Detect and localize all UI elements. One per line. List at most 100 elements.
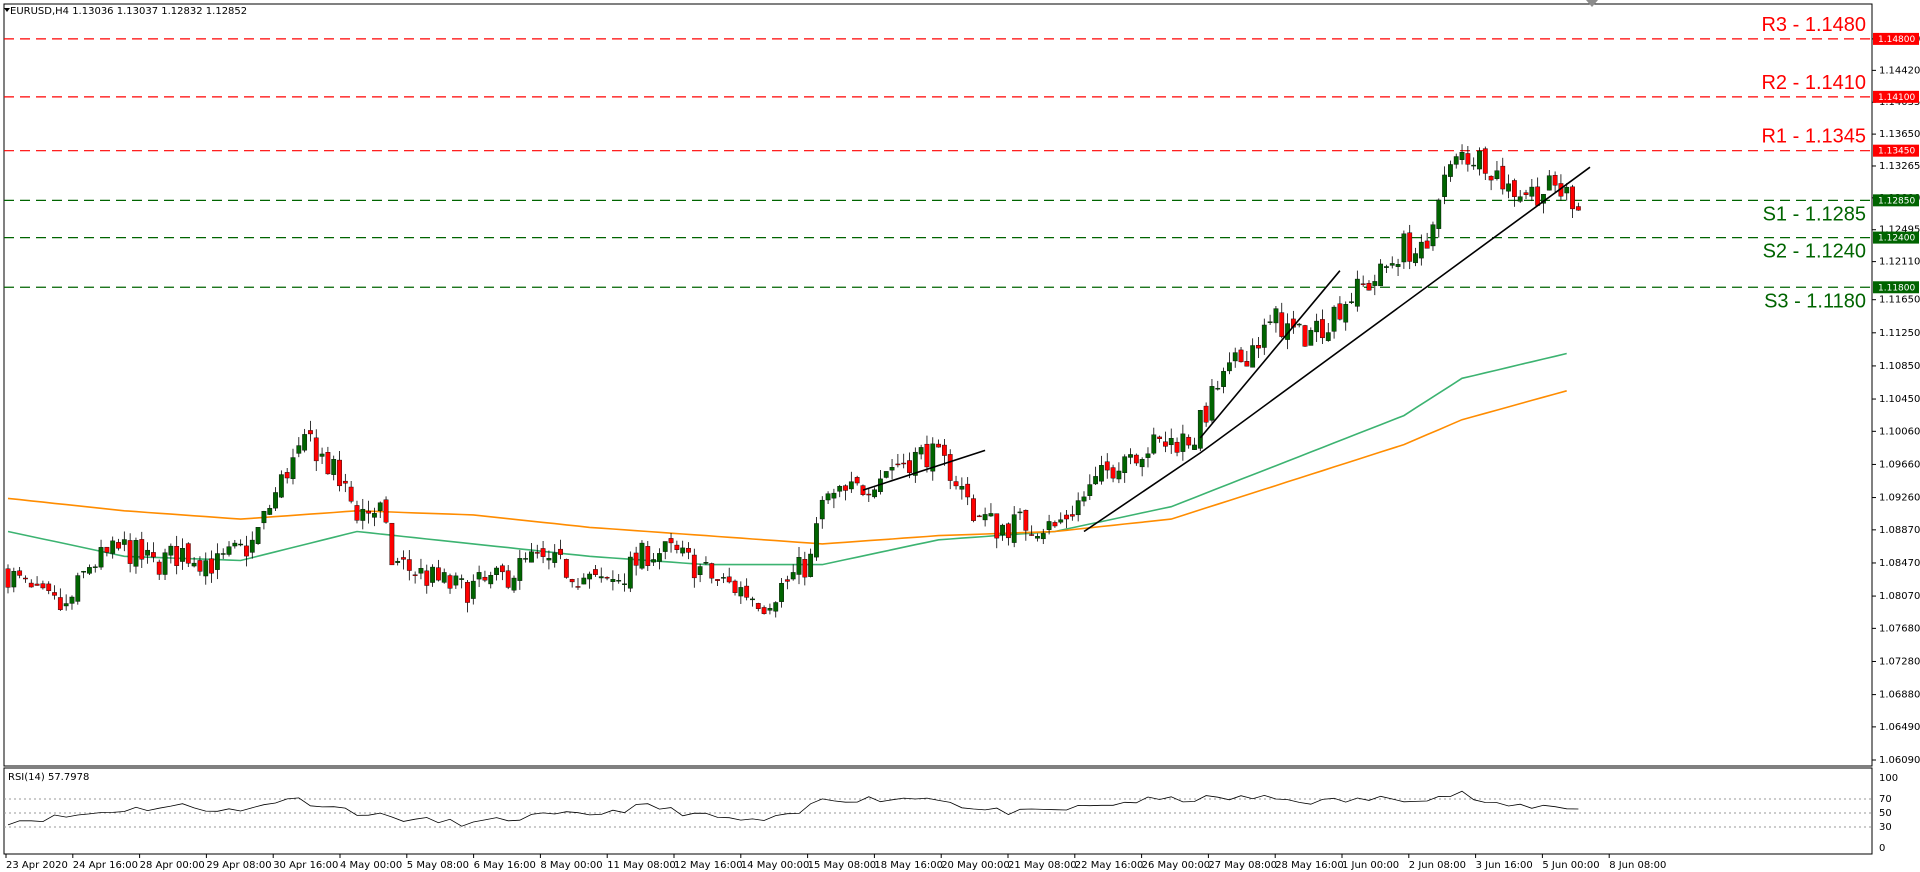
candle-bear: [965, 483, 971, 498]
price-tick-label: 1.07680: [1879, 623, 1920, 634]
candle-bull: [145, 549, 150, 556]
candle-bull: [1436, 199, 1442, 229]
candle-bear: [412, 574, 418, 576]
price-tag-text-R1: 1.13450: [1878, 147, 1915, 157]
scroll-marker-icon[interactable]: [1586, 0, 1598, 7]
candle-bull: [261, 511, 267, 524]
candle-bull: [1331, 306, 1337, 332]
candle-bear: [1575, 206, 1581, 211]
time-tick-label: 12 May 16:00: [674, 860, 743, 871]
candle-bull: [610, 579, 616, 582]
price-tick-label: 1.10450: [1879, 394, 1920, 405]
candle-bull: [1075, 500, 1081, 516]
candle-bull: [1477, 150, 1482, 170]
candle-bull: [912, 451, 918, 476]
candle-bull: [87, 567, 92, 574]
candle-bear: [1424, 240, 1430, 249]
price-tick-label: 1.11650: [1879, 295, 1920, 306]
candle-bull: [238, 543, 244, 546]
candle-bull: [529, 551, 534, 563]
candle-bear: [499, 565, 505, 573]
candle-bull: [581, 577, 587, 585]
candle-bull: [470, 580, 476, 599]
time-tick-label: 4 May 00:00: [340, 860, 402, 871]
ma-fast-line: [7, 352, 1567, 566]
candle-bull: [883, 471, 889, 478]
candle-bear: [1366, 282, 1372, 291]
time-tick-label: 26 May 00:00: [1142, 860, 1211, 871]
candle-bull: [92, 566, 98, 568]
candle-bear: [715, 579, 720, 581]
candle-bull: [494, 567, 499, 576]
candle-bull: [831, 492, 837, 499]
candle-bull: [430, 566, 435, 583]
candle-bull: [1226, 362, 1232, 372]
candle-bear: [976, 515, 982, 518]
candle-bull: [1395, 264, 1401, 267]
candle-bull: [1296, 323, 1302, 326]
candle-bull: [98, 547, 104, 568]
candle-bear: [447, 575, 453, 589]
time-tick-label: 27 May 08:00: [1208, 860, 1277, 871]
candle-bear: [1337, 303, 1343, 320]
trendlines: [862, 166, 1591, 533]
rsi-header: RSI(14) 57.7978: [8, 772, 89, 783]
price-tag-text-S2: 1.12400: [1878, 234, 1915, 244]
price-tick-label: 1.06490: [1879, 722, 1920, 733]
candle-bear: [151, 552, 156, 558]
candle-bear: [575, 586, 581, 588]
candle-bull: [1261, 324, 1267, 348]
candle-bear: [1320, 319, 1325, 339]
chart-header: EURUSD,H4 1.13036 1.13037 1.12832 1.1285…: [10, 6, 247, 17]
candle-bull: [226, 546, 232, 555]
price-tick-label: 1.06880: [1879, 690, 1920, 701]
time-tick-label: 29 Apr 08:00: [206, 860, 271, 871]
price-tick-label: 1.12110: [1879, 257, 1920, 268]
candle-bear: [604, 577, 610, 579]
price-tag-text-R2: 1.14100: [1878, 93, 1915, 103]
candle-bear: [953, 481, 959, 487]
candle-bear: [761, 607, 767, 614]
candle-bear: [1552, 175, 1558, 186]
level-label-S1: S1 - 1.1285: [1763, 203, 1866, 225]
price-tick-label: 1.10850: [1879, 361, 1920, 372]
price-tick-label: 1.11250: [1879, 328, 1920, 339]
candle-bear: [784, 579, 790, 582]
candle-bull: [930, 443, 936, 472]
candle-bull: [476, 572, 482, 580]
price-tick-label: 1.14420: [1879, 65, 1920, 76]
candle-bull: [232, 542, 238, 547]
candle-bear: [116, 542, 121, 549]
candle-bear: [5, 568, 11, 588]
menu-triangle-icon[interactable]: [4, 8, 10, 12]
ma-slow-line: [7, 390, 1567, 545]
candle-bull: [1035, 536, 1040, 539]
price-tick-label: 1.08070: [1879, 591, 1920, 602]
main-pane-frame: [3, 3, 1873, 767]
candle-bull: [290, 457, 296, 479]
time-tick-label: 6 May 16:00: [474, 860, 536, 871]
candle-bear: [686, 547, 691, 553]
candle-bull: [1215, 387, 1221, 390]
candle-bear: [435, 567, 441, 581]
price-tag-text-S3: 1.11800: [1878, 283, 1915, 293]
candle-bull: [1529, 186, 1535, 197]
candle-bear: [354, 505, 360, 521]
time-tick-label: 11 May 08:00: [607, 860, 676, 871]
candle-bull: [162, 552, 168, 575]
candle-bear: [866, 493, 872, 496]
price-tag-S2: [1873, 231, 1919, 244]
price-tag-R2: [1873, 90, 1919, 103]
candle-bull: [703, 562, 709, 564]
candle-bull: [278, 474, 284, 498]
candle-bear: [482, 576, 488, 581]
candle-bull: [249, 539, 255, 553]
candle-bear: [28, 582, 34, 588]
candle-bull: [81, 571, 87, 573]
candle-bear: [936, 443, 941, 448]
candle-bull: [779, 583, 784, 602]
candle-bear: [901, 462, 907, 465]
candle-bear: [424, 570, 430, 586]
candle-bear: [726, 576, 732, 583]
